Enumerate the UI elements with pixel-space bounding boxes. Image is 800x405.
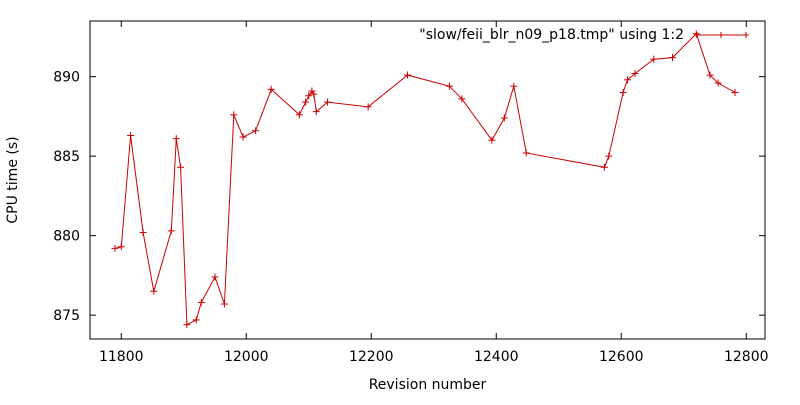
data-point [150,287,158,295]
data-point [192,316,200,324]
data-point [172,135,180,143]
data-point [600,163,608,171]
x-tick-label: 12800 [724,349,769,365]
y-tick-label: 875 [53,308,80,324]
data-point [267,85,275,93]
series-markers [111,30,739,329]
data-point [177,163,185,171]
data-point [669,54,676,62]
data-point [488,136,496,144]
data-point [650,55,658,63]
data-point [445,82,453,90]
x-tick-label: 12200 [349,349,394,365]
x-tick-label: 12400 [474,349,519,365]
data-point [631,69,639,77]
data-point [312,108,320,116]
data-point [117,243,125,251]
data-point [111,244,119,252]
data-point [324,98,331,106]
data-point [305,92,313,100]
data-point [252,127,260,135]
y-axis-label: CPU time (s) [5,136,21,223]
data-point [220,300,228,308]
data-point [706,71,714,79]
x-axis: 11800 12000 12200 12400 12600 12800 [99,21,769,365]
x-axis-label: Revision number [369,377,487,393]
data-point [624,76,631,84]
data-point [167,227,175,235]
y-tick-label: 885 [53,149,80,165]
data-point [308,87,316,95]
data-point [500,114,508,122]
data-point [310,90,318,98]
data-point [619,89,627,97]
y-tick-label: 890 [53,70,80,86]
data-point [714,79,722,87]
data-point [302,98,310,106]
y-tick-label: 880 [53,229,80,245]
data-point [404,71,411,79]
legend: "slow/feii_blr_n09_p18.tmp" using 1:2 [419,27,749,43]
x-tick-label: 11800 [99,349,144,365]
data-point [510,82,518,90]
data-point [230,111,238,119]
data-point [605,152,613,160]
data-point [692,30,700,38]
data-point [731,89,739,97]
series-line [114,32,736,326]
data-point [522,149,530,157]
data-point [127,131,135,139]
data-point [364,103,372,111]
data-point [139,228,147,236]
legend-label: "slow/feii_blr_n09_p18.tmp" using 1:2 [419,27,684,43]
data-point [211,273,219,281]
data-point [197,298,205,306]
data-point [183,321,191,329]
data-point [239,133,247,141]
plot-frame [89,20,766,340]
data-point [458,95,466,103]
x-tick-label: 12000 [224,349,269,365]
data-point [295,111,303,119]
y-axis: 875 880 885 890 [53,70,765,324]
x-tick-label: 12600 [599,349,644,365]
